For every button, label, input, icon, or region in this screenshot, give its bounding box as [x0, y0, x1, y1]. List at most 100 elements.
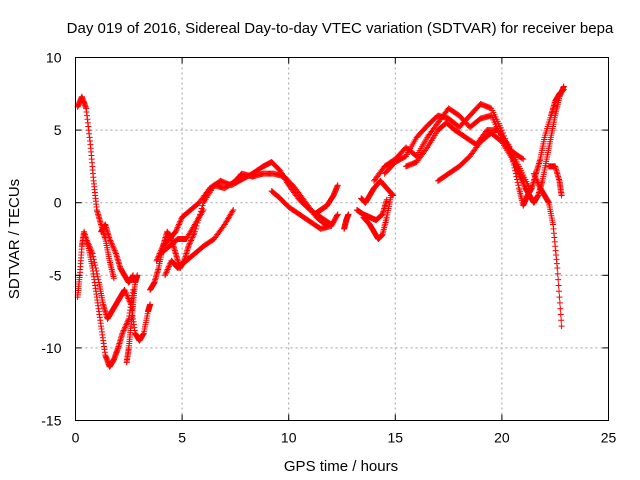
data-point	[121, 286, 128, 293]
data-point	[165, 265, 172, 272]
data-point	[163, 267, 170, 274]
data-point	[120, 327, 127, 334]
y-tick-label: 5	[54, 122, 62, 138]
data-point	[110, 244, 117, 251]
data-point	[165, 263, 172, 270]
data-point	[520, 180, 527, 187]
data-point	[127, 299, 134, 306]
data-point	[87, 246, 94, 253]
data-point	[124, 294, 131, 301]
data-point	[126, 298, 133, 305]
plot-frame	[75, 57, 609, 421]
data-point	[109, 241, 116, 248]
data-point	[558, 192, 565, 199]
data-point	[509, 156, 516, 163]
data-point	[514, 176, 521, 183]
data-point	[92, 262, 99, 269]
data-point	[512, 170, 519, 177]
data-point	[163, 269, 170, 276]
data-point	[125, 317, 132, 324]
data-point	[112, 249, 119, 256]
y-tick-label: -15	[41, 413, 61, 429]
x-tick-label: 20	[494, 430, 510, 446]
data-points	[74, 83, 567, 370]
data-point	[189, 234, 196, 241]
data-point	[154, 254, 161, 261]
data-point	[530, 170, 537, 177]
data-point	[557, 305, 564, 312]
data-point	[110, 275, 117, 282]
data-point	[519, 177, 526, 184]
data-point	[334, 212, 341, 219]
data-point	[511, 164, 518, 171]
data-point	[515, 169, 522, 176]
data-point	[423, 145, 430, 152]
data-point	[555, 282, 562, 289]
data-point	[200, 206, 207, 213]
data-point	[188, 237, 195, 244]
data-point	[90, 256, 97, 263]
data-point	[199, 202, 206, 209]
data-point	[123, 291, 130, 298]
data-point	[532, 173, 539, 180]
data-point	[389, 191, 396, 198]
data-point	[164, 266, 171, 273]
data-point	[123, 321, 130, 328]
y-tick-label: 0	[54, 195, 62, 211]
x-tick-label: 5	[178, 430, 186, 446]
data-point	[147, 301, 154, 308]
x-tick-label: 15	[388, 430, 404, 446]
data-point	[162, 272, 169, 279]
data-point	[134, 272, 141, 279]
data-point	[188, 236, 195, 242]
data-point	[122, 323, 129, 330]
x-axis-label: GPS time / hours	[284, 458, 398, 475]
x-tick-labels: 0 5 10 15 20 25	[72, 430, 617, 446]
data-point	[86, 243, 93, 250]
data-point	[173, 227, 180, 234]
data-point	[199, 208, 206, 215]
data-point	[106, 236, 113, 242]
x-tick-label: 10	[281, 430, 297, 446]
data-point	[229, 208, 236, 215]
data-point	[186, 240, 193, 247]
data-point	[521, 182, 528, 189]
data-point	[514, 179, 521, 186]
data-point	[122, 288, 129, 295]
data-point	[123, 320, 130, 327]
data-point	[177, 218, 184, 225]
data-point	[121, 324, 128, 331]
data-point	[154, 256, 161, 263]
data-point	[111, 246, 118, 253]
data-point	[556, 294, 563, 301]
axis-ticks	[75, 57, 609, 421]
y-tick-label: -5	[49, 267, 62, 283]
data-point	[515, 182, 522, 189]
data-point	[88, 249, 95, 256]
data-point	[95, 276, 102, 283]
data-point	[535, 182, 542, 189]
data-point	[84, 238, 91, 245]
data-point	[85, 241, 92, 248]
data-point	[516, 172, 523, 179]
data-point	[107, 237, 114, 244]
data-point	[519, 179, 526, 186]
data-point	[510, 159, 517, 166]
data-point	[230, 206, 237, 213]
data-point	[519, 155, 526, 162]
data-point	[125, 295, 132, 302]
chart-title: Day 019 of 2016, Sidereal Day-to-day VTE…	[67, 20, 614, 37]
data-point	[334, 211, 341, 218]
data-point	[88, 247, 95, 254]
data-point	[388, 190, 395, 197]
data-point	[83, 236, 90, 242]
y-tick-labels: -15 -10 -5 0 5 10	[41, 50, 61, 429]
data-point	[345, 211, 352, 218]
data-point	[531, 172, 538, 179]
data-point	[92, 265, 99, 272]
data-point	[532, 175, 539, 182]
data-point	[166, 262, 173, 269]
data-point	[89, 250, 96, 257]
